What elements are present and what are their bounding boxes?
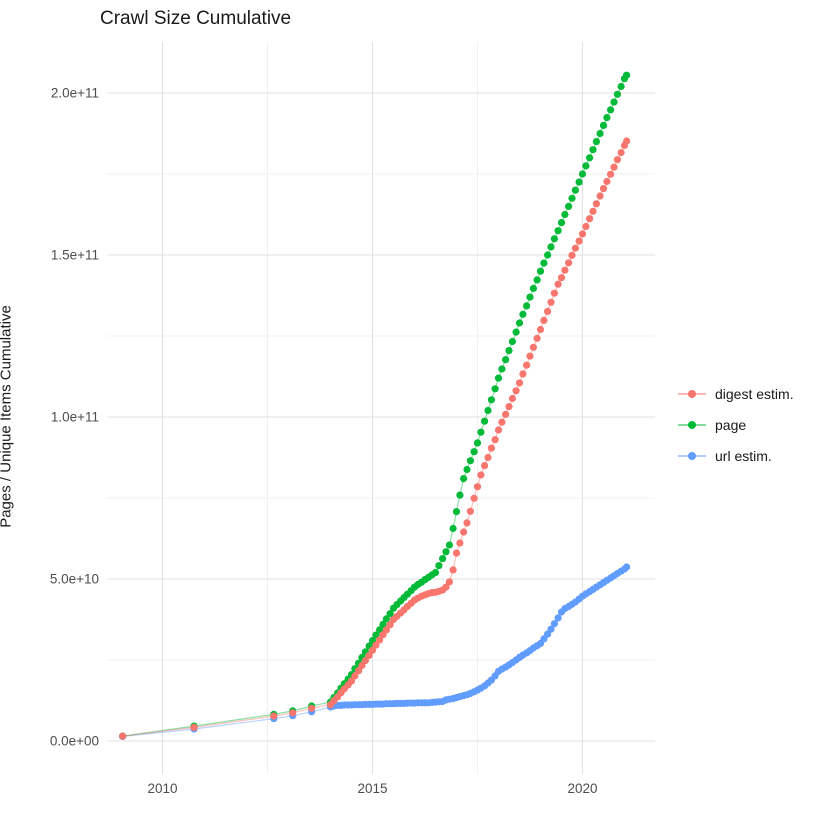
x-tick-label: 2020 (567, 781, 597, 796)
legend-label: page (715, 416, 747, 433)
legend-item-page: page (678, 409, 794, 440)
series-page (119, 71, 631, 740)
legend: digest estim. page url estim. (678, 378, 794, 471)
y-tick-label: 1.0e+11 (51, 410, 99, 425)
series-digest-estim (119, 137, 631, 740)
x-tick-label: 2010 (147, 781, 177, 796)
data-points-url-estim (119, 563, 631, 741)
grid-minor (108, 42, 655, 774)
chart-title: Crawl Size Cumulative (100, 8, 292, 29)
legend-label: digest estim. (715, 385, 794, 402)
y-tick-label: 2.0e+11 (51, 86, 99, 101)
x-tick-label: 2015 (357, 781, 387, 796)
data-points-page (119, 71, 631, 740)
legend-key-icon (678, 420, 706, 430)
legend-key-icon (678, 389, 706, 399)
series-url-estim (119, 563, 631, 741)
grid-major (108, 42, 655, 774)
legend-item-url-estim: url estim. (678, 440, 794, 471)
y-tick-label: 0.0e+00 (50, 734, 99, 749)
data-points-digest-estim (119, 137, 631, 740)
legend-key-icon (678, 451, 706, 461)
legend-item-digest-estim: digest estim. (678, 378, 794, 409)
y-tick-label: 5.0e+10 (50, 572, 99, 587)
legend-label: url estim. (715, 447, 772, 464)
x-axis-tick-labels: 2010 2015 2020 (147, 781, 597, 796)
y-axis-tick-labels: 0.0e+00 5.0e+10 1.0e+11 1.5e+11 2.0e+11 (50, 86, 99, 749)
y-tick-label: 1.5e+11 (51, 248, 99, 263)
